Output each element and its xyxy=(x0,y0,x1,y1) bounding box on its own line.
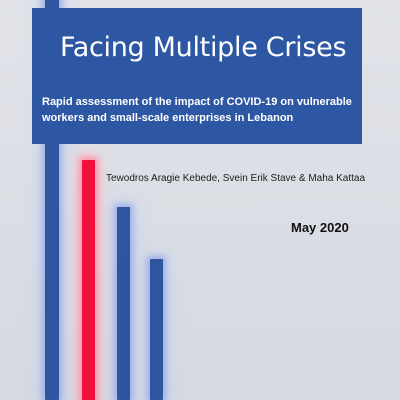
report-title: Facing Multiple Crises xyxy=(60,32,347,63)
report-date: May 2020 xyxy=(291,220,349,235)
title-banner: Facing Multiple Crises Rapid assessment … xyxy=(32,8,362,144)
report-subtitle: Rapid assessment of the impact of COVID-… xyxy=(42,96,352,124)
decorative-bar-2 xyxy=(82,160,95,400)
decorative-bar-3 xyxy=(117,207,130,400)
report-authors: Tewodros Aragie Kebede, Svein Erik Stave… xyxy=(106,173,366,184)
decorative-bar-4 xyxy=(150,259,163,400)
